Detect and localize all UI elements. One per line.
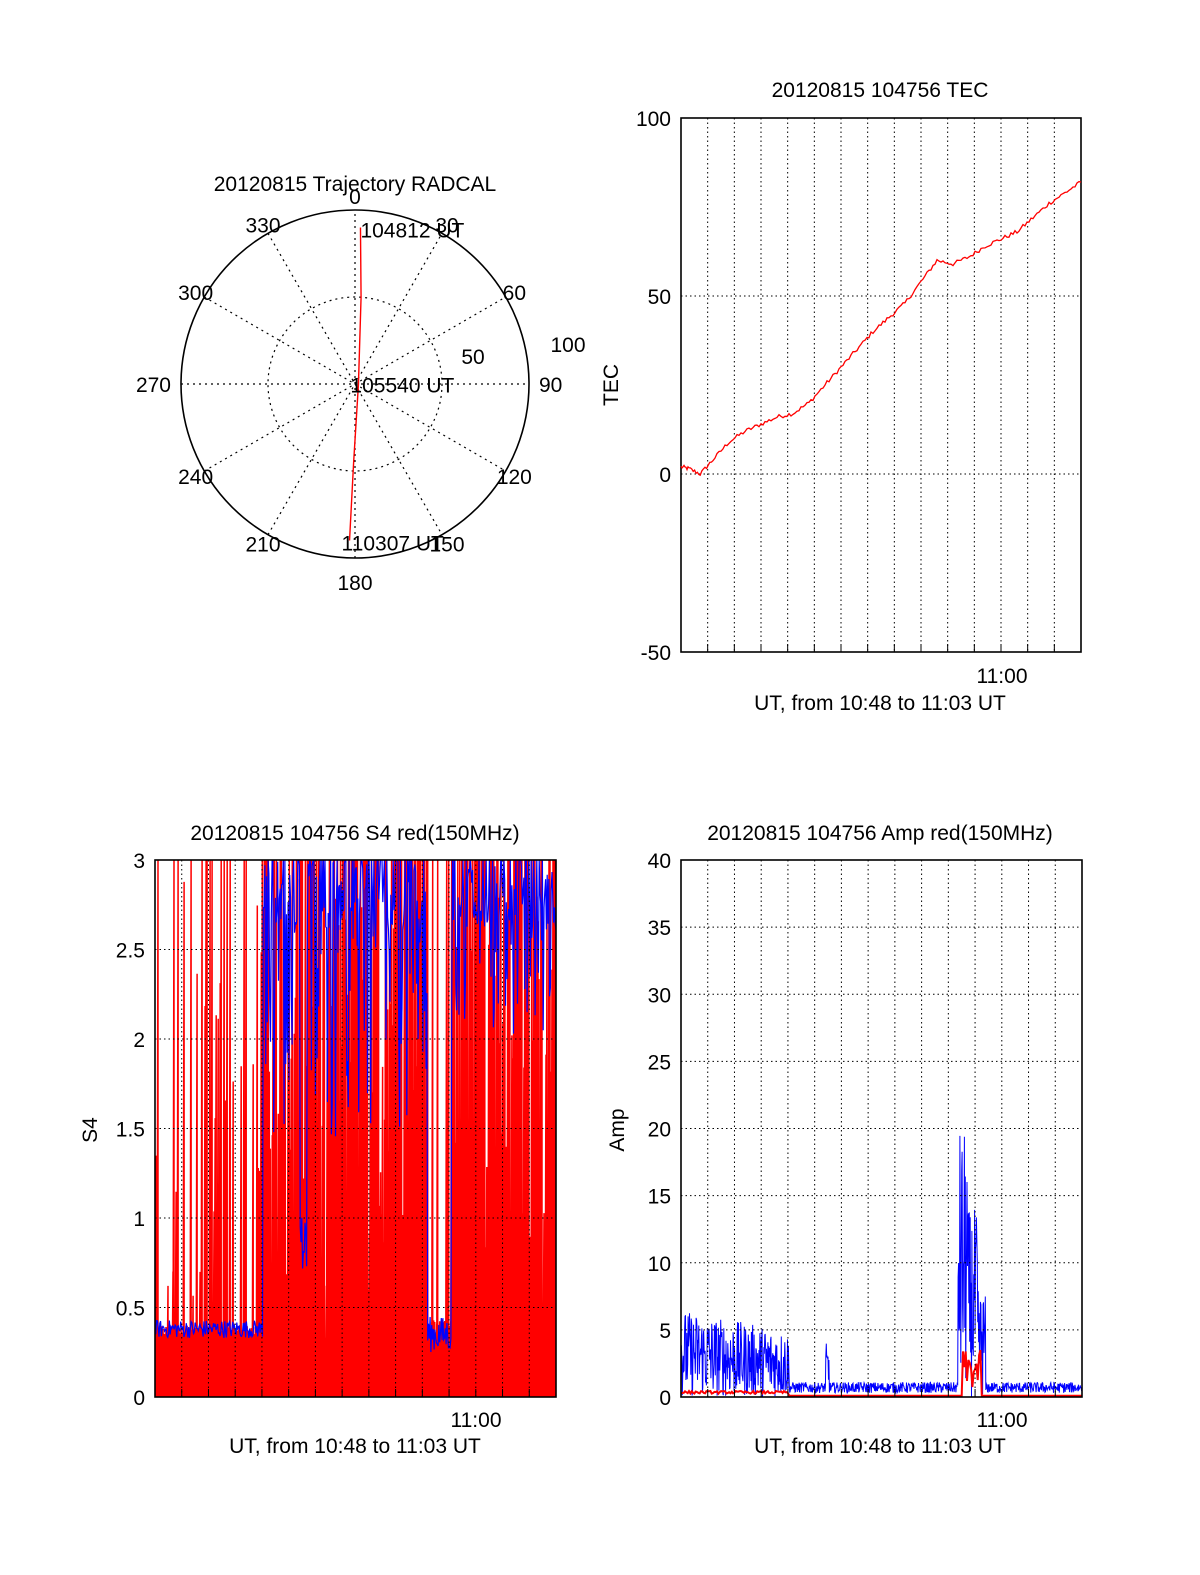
s4-y-tick-label: 3: [133, 850, 145, 873]
s4-y-tick-label: 2.5: [116, 940, 145, 963]
tec-y-tick-label: 50: [648, 286, 671, 309]
polar-angle-label: 0: [349, 186, 361, 209]
polar-angle-label: 120: [497, 466, 532, 489]
polar-angle-label: 300: [178, 282, 213, 305]
amp-y-axis-label: Amp: [606, 1108, 629, 1151]
polar-time-label: 105540 UT: [350, 375, 454, 398]
amp-axes-frame: [680, 859, 1083, 1398]
s4-blue-series: [155, 860, 556, 1353]
amp-y-tick-label: 15: [648, 1186, 671, 1209]
polar-angle-label: 30: [435, 215, 458, 238]
polar-time-label: 104812 UT: [360, 219, 464, 242]
tec-series-line: [680, 180, 1082, 477]
amp-y-tick-label: 20: [648, 1119, 671, 1142]
polar-angle-label: 270: [136, 374, 171, 397]
s4-x-axis-label: UT, from 10:48 to 11:03 UT: [229, 1435, 481, 1458]
tec-title: 20120815 104756 TEC: [772, 79, 989, 102]
s4-y-tick-label: 1: [133, 1208, 145, 1231]
s4-title: 20120815 104756 S4 red(150MHz): [190, 822, 519, 845]
polar-spoke: [267, 233, 443, 535]
s4-plot-area: [155, 860, 556, 1397]
s4-y-axis-label: S4: [79, 1117, 102, 1143]
polar-title: 20120815 Trajectory RADCAL: [214, 173, 497, 196]
tec-y-tick-label: 0: [659, 464, 671, 487]
tec-x-axis-label: UT, from 10:48 to 11:03 UT: [754, 692, 1006, 715]
amp-y-tick-label: 5: [659, 1320, 671, 1343]
s4-panel: 20120815 104756 S4 red(150MHz) S4 11:00 …: [79, 822, 557, 1458]
amp-y-tick-label: 0: [659, 1387, 671, 1410]
polar-trajectory-line: [348, 227, 362, 541]
polar-angle-label: 210: [245, 533, 280, 556]
polar-angle-label: 150: [429, 533, 464, 556]
amp-red-series: [681, 1349, 1082, 1397]
amp-x-tick-label: 11:00: [977, 1409, 1028, 1432]
polar-angle-label: 60: [503, 282, 526, 305]
amp-x-axis-label: UT, from 10:48 to 11:03 UT: [754, 1435, 1006, 1458]
amp-y-tick-label: 30: [648, 984, 671, 1007]
polar-radial-label: 50: [461, 346, 484, 369]
polar-angle-label: 240: [178, 466, 213, 489]
amp-title: 20120815 104756 Amp red(150MHz): [707, 822, 1053, 845]
tec-x-tick-label: 11:00: [977, 665, 1028, 688]
amp-y-tick-label: 40: [648, 850, 671, 873]
tec-axes-frame: [680, 117, 1082, 653]
amp-y-tick-label: 35: [648, 917, 671, 940]
amp-plot-area: [681, 1135, 1082, 1397]
s4-axes-frame: [154, 859, 557, 1398]
tec-panel: 20120815 104756 TEC TEC 11:00 UT, from 1…: [600, 79, 1082, 715]
amp-y-tick-label: 10: [648, 1253, 671, 1276]
amp-blue-series: [681, 1135, 1082, 1397]
tec-y-tick-label: -50: [641, 642, 671, 665]
s4-y-tick-label: 0.5: [116, 1298, 145, 1321]
s4-x-tick-label: 11:00: [451, 1409, 502, 1432]
amp-y-tick-label: 25: [648, 1051, 671, 1074]
polar-angle-label: 330: [245, 215, 280, 238]
polar-trajectory-panel: 20120815 Trajectory RADCAL 0 30 60 90 120 150…: [136, 173, 586, 595]
tec-y-tick-label: 100: [636, 108, 671, 131]
polar-angle-label: 90: [539, 374, 562, 397]
polar-inner-circle: [267, 296, 443, 472]
s4-y-tick-label: 0: [133, 1387, 145, 1410]
s4-y-tick-label: 2: [133, 1029, 145, 1052]
polar-radial-label: 100: [550, 334, 585, 357]
s4-y-tick-label: 1.5: [116, 1119, 145, 1142]
polar-angle-label: 180: [337, 572, 372, 595]
tec-y-axis-label: TEC: [600, 364, 623, 406]
amp-panel: 20120815 104756 Amp red(150MHz) Amp 11:0…: [606, 822, 1083, 1458]
polar-time-label: 110307 UT: [342, 533, 445, 556]
